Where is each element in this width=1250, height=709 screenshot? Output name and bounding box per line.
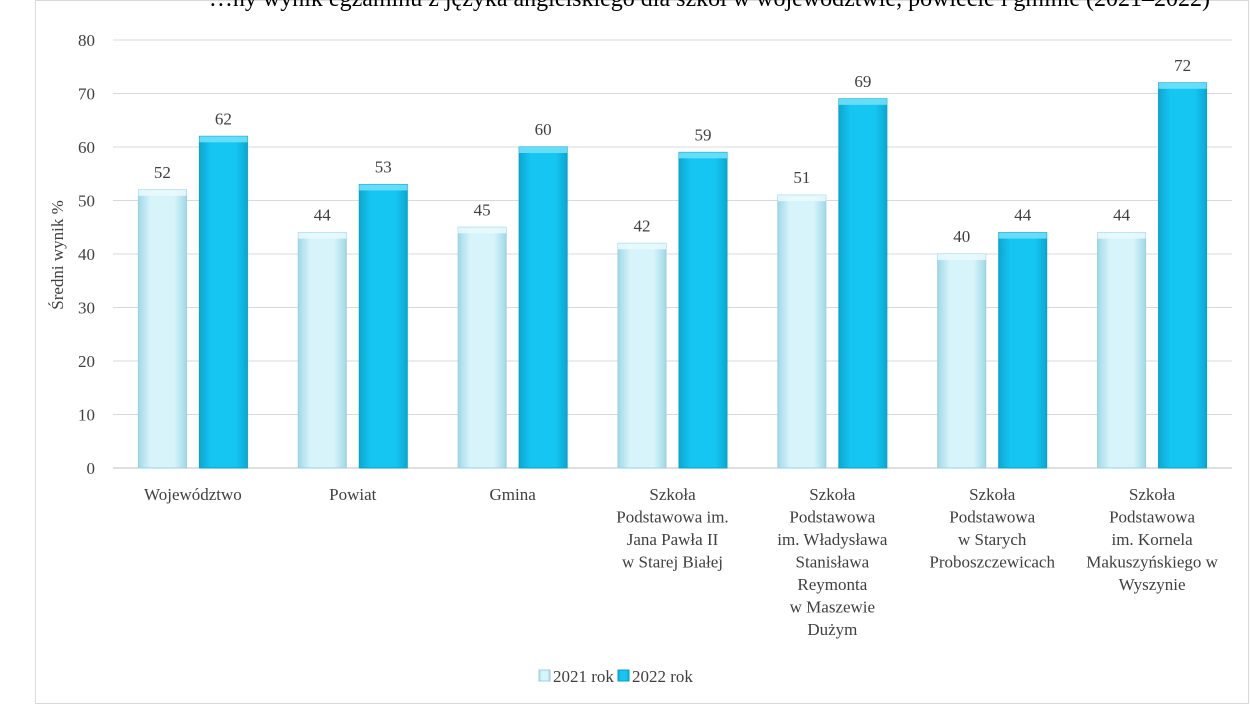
x-category-label: Szkoła Podstawowa im. Władysława Stanisława… — [777, 485, 888, 639]
bar-cap — [458, 227, 507, 234]
bar-cap — [618, 243, 666, 250]
bar-cap — [777, 195, 826, 202]
data-label: 44 — [1014, 206, 1032, 225]
bar-cap — [359, 184, 408, 191]
bar-cap — [838, 98, 887, 105]
x-category-label: Powiat — [329, 485, 377, 504]
y-tick-label: 30 — [78, 299, 95, 318]
legend-swatch — [617, 669, 630, 682]
bar-cap — [138, 189, 187, 196]
bar-2021-rok — [1097, 232, 1147, 469]
bar-2022-rok — [358, 183, 408, 469]
bar-cap — [199, 136, 248, 143]
y-tick-label: 50 — [78, 192, 95, 211]
data-label: 42 — [634, 216, 651, 235]
y-tick-label: 20 — [78, 352, 95, 371]
data-label: 44 — [314, 206, 332, 225]
bar-cap — [679, 152, 727, 159]
bar-cap — [998, 232, 1047, 239]
y-tick-label: 0 — [87, 459, 96, 478]
x-category-label: Województwo — [144, 485, 242, 504]
bar-2021-rok — [937, 253, 987, 469]
bar-cap — [519, 147, 568, 153]
x-category-label: Gmina — [490, 485, 537, 504]
bar-2021-rok — [617, 242, 667, 469]
bar-2022-rok — [998, 232, 1048, 469]
x-category-label: Szkoła Podstawowa w Starych Proboszczewicac… — [929, 485, 1055, 572]
bar-cap — [1158, 82, 1207, 89]
data-label: 59 — [695, 125, 712, 144]
y-axis-title: Średni wynik % — [48, 200, 67, 310]
chart-title: …ny wynik egzaminu z języka angielskiego… — [209, 0, 1210, 12]
gridlines — [113, 39, 1232, 469]
data-label: 69 — [854, 72, 871, 91]
legend: 2021 rok 2022 rok — [538, 667, 693, 686]
bar-cap — [1097, 232, 1146, 239]
y-tick-label: 70 — [78, 85, 95, 104]
bar-2021-rok — [457, 226, 507, 469]
data-label: 40 — [953, 227, 970, 246]
data-labels: 52 62 44 53 45 60 42 59 51 69 40 44 44 72 — [154, 56, 1191, 246]
y-tick-label: 40 — [78, 245, 95, 264]
data-label: 45 — [474, 200, 491, 219]
data-label: 52 — [154, 163, 171, 182]
bar-2022-rok — [198, 135, 248, 469]
bar-cap — [298, 232, 347, 239]
y-axis-ticks: 0 10 20 30 40 50 60 70 80 — [78, 31, 95, 478]
data-label: 60 — [535, 120, 552, 139]
bars — [137, 82, 1208, 469]
legend-label: 2022 rok — [632, 667, 693, 686]
y-tick-label: 60 — [78, 138, 95, 157]
bar-2022-rok — [1158, 82, 1208, 469]
data-label: 44 — [1113, 206, 1131, 225]
bar-2021-rok — [137, 189, 187, 469]
bar-2021-rok — [297, 232, 347, 469]
bar-2022-rok — [838, 98, 888, 469]
data-label: 53 — [375, 157, 392, 176]
bar-2022-rok — [518, 146, 568, 469]
x-axis-categories: Województwo Powiat Gmina Szkoła Podstawowa i… — [144, 485, 1219, 639]
legend-label: 2021 rok — [553, 667, 614, 686]
bar-2022-rok — [678, 151, 728, 469]
data-label: 51 — [793, 168, 810, 187]
y-tick-label: 10 — [78, 406, 95, 425]
bar-2021-rok — [777, 194, 827, 469]
x-category-label: Szkoła Podstawowa im. Jana Pawła II w Stare… — [616, 485, 728, 572]
x-category-label: Szkoła Podstawowa im. Kornela Makuszyńskieg… — [1086, 485, 1218, 594]
bar-cap — [937, 254, 986, 260]
data-label: 72 — [1174, 56, 1191, 75]
data-label: 62 — [215, 109, 232, 128]
legend-swatch — [538, 669, 551, 682]
y-tick-label: 80 — [78, 31, 95, 50]
